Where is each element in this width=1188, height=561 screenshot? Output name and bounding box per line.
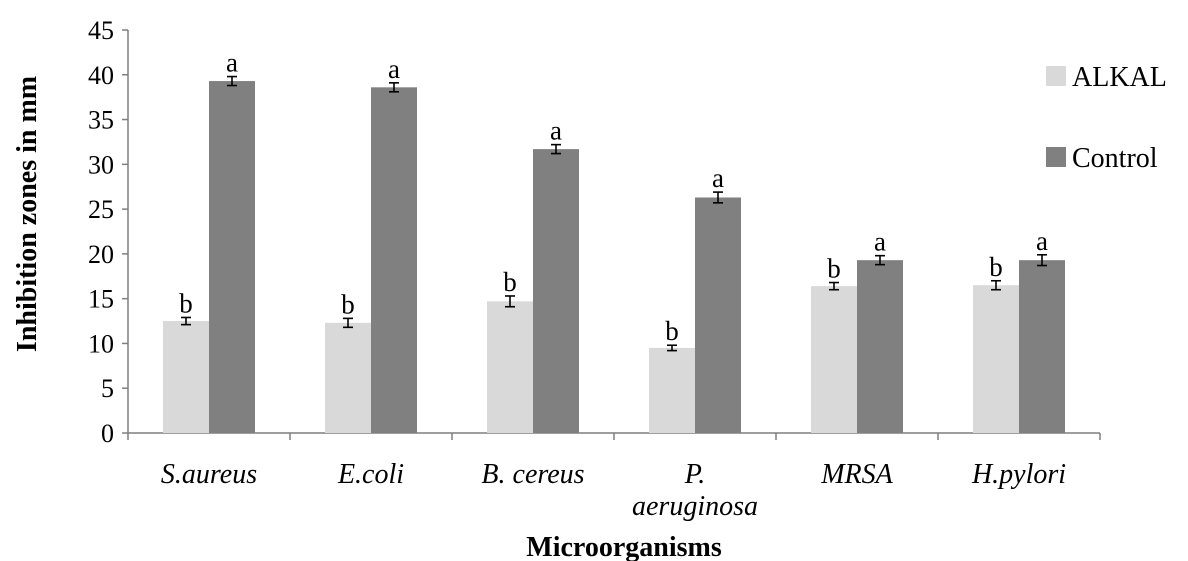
x-category-label: B. cereus xyxy=(481,459,584,490)
significance-letter: b xyxy=(341,289,355,319)
legend-swatch-control xyxy=(1046,147,1066,167)
significance-letter: b xyxy=(179,288,193,318)
bar-control xyxy=(209,81,255,434)
error-bars-group xyxy=(181,75,1047,352)
y-tick-label: 35 xyxy=(88,106,114,135)
legend-label-control: Control xyxy=(1072,143,1158,174)
bar-control xyxy=(1019,260,1065,433)
x-axis-title: Microorganisms xyxy=(526,532,722,561)
y-tick-label: 15 xyxy=(88,285,114,314)
significance-letter: a xyxy=(874,227,886,257)
bar-control xyxy=(371,87,417,433)
bar-alkal xyxy=(811,286,857,433)
x-category-label: E.coli xyxy=(337,459,404,490)
bar-control xyxy=(533,149,579,433)
legend: ALKAL Control xyxy=(1046,62,1167,174)
y-tick-label: 40 xyxy=(88,61,114,90)
significance-letter: a xyxy=(550,116,562,146)
axes: 0 5 10 15 20 25 30 35 40 45 S.aureus E.coli B. cereu… xyxy=(88,16,1101,522)
significance-letter: b xyxy=(665,316,679,346)
bar-alkal xyxy=(325,322,371,433)
bar-alkal xyxy=(163,321,209,433)
bar-control xyxy=(695,197,741,433)
legend-swatch-alkal xyxy=(1046,66,1066,86)
x-category-label: H.pylori xyxy=(971,459,1066,490)
y-tick-label: 30 xyxy=(88,150,114,179)
y-tick-label: 45 xyxy=(88,16,114,45)
y-tick-label: 10 xyxy=(88,329,114,358)
significance-letter: a xyxy=(388,54,400,84)
bar-control xyxy=(857,260,903,433)
x-category-label: aeruginosa xyxy=(632,491,758,522)
significance-letter: a xyxy=(226,48,238,78)
significance-letter: b xyxy=(503,267,517,297)
bars-group xyxy=(163,81,1065,434)
x-category-label: P. xyxy=(684,459,706,490)
y-tick-label: 0 xyxy=(101,419,114,448)
legend-label-alkal: ALKAL xyxy=(1072,62,1167,93)
significance-letters-group: b b b b b b a a a a a a xyxy=(179,48,1048,347)
bar-alkal xyxy=(649,347,695,433)
significance-letter: a xyxy=(712,163,724,193)
x-category-label: MRSA xyxy=(820,459,893,490)
x-category-label: S.aureus xyxy=(161,459,257,490)
y-tick-label: 5 xyxy=(101,374,114,403)
bar-alkal xyxy=(487,301,533,433)
y-tick-label: 25 xyxy=(88,195,114,224)
bar-alkal xyxy=(973,285,1019,433)
significance-letter: a xyxy=(1036,226,1048,256)
y-axis-title: Inhibition zones in mm xyxy=(12,76,43,352)
y-tick-label: 20 xyxy=(88,240,114,269)
significance-letter: b xyxy=(989,252,1003,282)
significance-letter: b xyxy=(827,254,841,284)
